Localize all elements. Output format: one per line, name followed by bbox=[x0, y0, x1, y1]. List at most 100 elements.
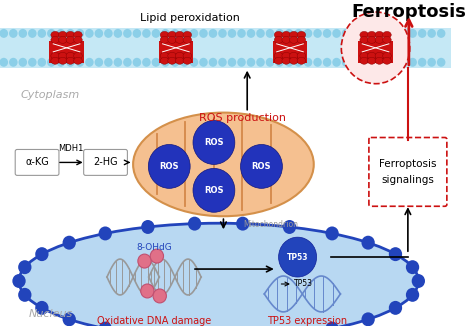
Circle shape bbox=[150, 249, 164, 263]
Circle shape bbox=[148, 145, 190, 188]
Circle shape bbox=[279, 237, 317, 277]
Ellipse shape bbox=[360, 52, 368, 59]
Circle shape bbox=[361, 58, 369, 67]
Circle shape bbox=[437, 58, 446, 67]
Circle shape bbox=[428, 29, 436, 38]
Ellipse shape bbox=[367, 36, 376, 43]
Circle shape bbox=[326, 227, 339, 240]
Circle shape bbox=[228, 29, 236, 38]
Circle shape bbox=[133, 58, 141, 67]
Circle shape bbox=[370, 29, 379, 38]
Text: ROS: ROS bbox=[204, 186, 224, 195]
Circle shape bbox=[47, 58, 55, 67]
Ellipse shape bbox=[160, 36, 169, 43]
Ellipse shape bbox=[175, 31, 184, 38]
Circle shape bbox=[437, 29, 446, 38]
Ellipse shape bbox=[58, 31, 67, 38]
Circle shape bbox=[193, 168, 235, 212]
Bar bbox=[0, 28, 451, 68]
Ellipse shape bbox=[282, 52, 291, 59]
Bar bbox=[159, 41, 193, 63]
Circle shape bbox=[285, 29, 293, 38]
Circle shape bbox=[142, 29, 151, 38]
Circle shape bbox=[142, 58, 151, 67]
Circle shape bbox=[399, 29, 407, 38]
Circle shape bbox=[75, 58, 84, 67]
Text: 2-HG: 2-HG bbox=[93, 157, 118, 167]
Circle shape bbox=[9, 29, 18, 38]
Circle shape bbox=[236, 217, 249, 231]
Circle shape bbox=[18, 29, 27, 38]
Ellipse shape bbox=[290, 31, 298, 38]
Circle shape bbox=[256, 58, 265, 67]
Ellipse shape bbox=[375, 52, 383, 59]
Circle shape bbox=[12, 274, 26, 288]
Ellipse shape bbox=[297, 36, 306, 43]
Ellipse shape bbox=[183, 36, 191, 43]
Circle shape bbox=[237, 29, 246, 38]
Ellipse shape bbox=[51, 36, 59, 43]
Circle shape bbox=[35, 247, 48, 261]
Text: Mitochondrion: Mitochondrion bbox=[244, 220, 299, 229]
Circle shape bbox=[114, 29, 122, 38]
Text: ROS production: ROS production bbox=[199, 112, 286, 123]
Circle shape bbox=[138, 254, 151, 268]
Circle shape bbox=[351, 29, 360, 38]
Circle shape bbox=[193, 121, 235, 164]
Circle shape bbox=[95, 58, 103, 67]
Ellipse shape bbox=[183, 52, 191, 59]
Text: Ferroptosis
signalings: Ferroptosis signalings bbox=[379, 159, 437, 185]
Ellipse shape bbox=[160, 57, 169, 64]
Circle shape bbox=[361, 29, 369, 38]
Ellipse shape bbox=[367, 52, 376, 59]
Circle shape bbox=[285, 58, 293, 67]
Circle shape bbox=[304, 29, 312, 38]
Circle shape bbox=[28, 58, 36, 67]
Circle shape bbox=[0, 58, 8, 67]
Circle shape bbox=[380, 58, 388, 67]
Circle shape bbox=[141, 284, 154, 298]
Ellipse shape bbox=[360, 57, 368, 64]
Ellipse shape bbox=[274, 57, 283, 64]
Circle shape bbox=[9, 58, 18, 67]
Circle shape bbox=[351, 58, 360, 67]
Circle shape bbox=[152, 58, 160, 67]
Text: TP53: TP53 bbox=[287, 252, 309, 262]
Ellipse shape bbox=[297, 31, 306, 38]
Circle shape bbox=[99, 321, 112, 327]
Text: TP53: TP53 bbox=[294, 279, 313, 287]
Circle shape bbox=[18, 288, 31, 302]
Circle shape bbox=[304, 58, 312, 67]
Text: Nucleus: Nucleus bbox=[28, 309, 73, 319]
Circle shape bbox=[199, 58, 208, 67]
Circle shape bbox=[0, 29, 8, 38]
Circle shape bbox=[313, 58, 322, 67]
Ellipse shape bbox=[282, 36, 291, 43]
Circle shape bbox=[418, 29, 427, 38]
FancyBboxPatch shape bbox=[369, 138, 447, 206]
Circle shape bbox=[218, 29, 227, 38]
Ellipse shape bbox=[175, 36, 184, 43]
Ellipse shape bbox=[297, 57, 306, 64]
Ellipse shape bbox=[360, 31, 368, 38]
Circle shape bbox=[28, 29, 36, 38]
Ellipse shape bbox=[19, 223, 419, 327]
Ellipse shape bbox=[168, 36, 176, 43]
Circle shape bbox=[104, 58, 113, 67]
Circle shape bbox=[63, 312, 76, 326]
Circle shape bbox=[428, 58, 436, 67]
Ellipse shape bbox=[274, 31, 283, 38]
Circle shape bbox=[180, 29, 189, 38]
Ellipse shape bbox=[73, 57, 82, 64]
Circle shape bbox=[37, 29, 46, 38]
Circle shape bbox=[75, 29, 84, 38]
Circle shape bbox=[362, 312, 375, 326]
Ellipse shape bbox=[175, 52, 184, 59]
Text: α-KG: α-KG bbox=[25, 157, 49, 167]
Ellipse shape bbox=[51, 31, 59, 38]
Ellipse shape bbox=[383, 57, 391, 64]
Circle shape bbox=[47, 29, 55, 38]
Circle shape bbox=[180, 58, 189, 67]
Circle shape bbox=[313, 29, 322, 38]
Circle shape bbox=[152, 29, 160, 38]
